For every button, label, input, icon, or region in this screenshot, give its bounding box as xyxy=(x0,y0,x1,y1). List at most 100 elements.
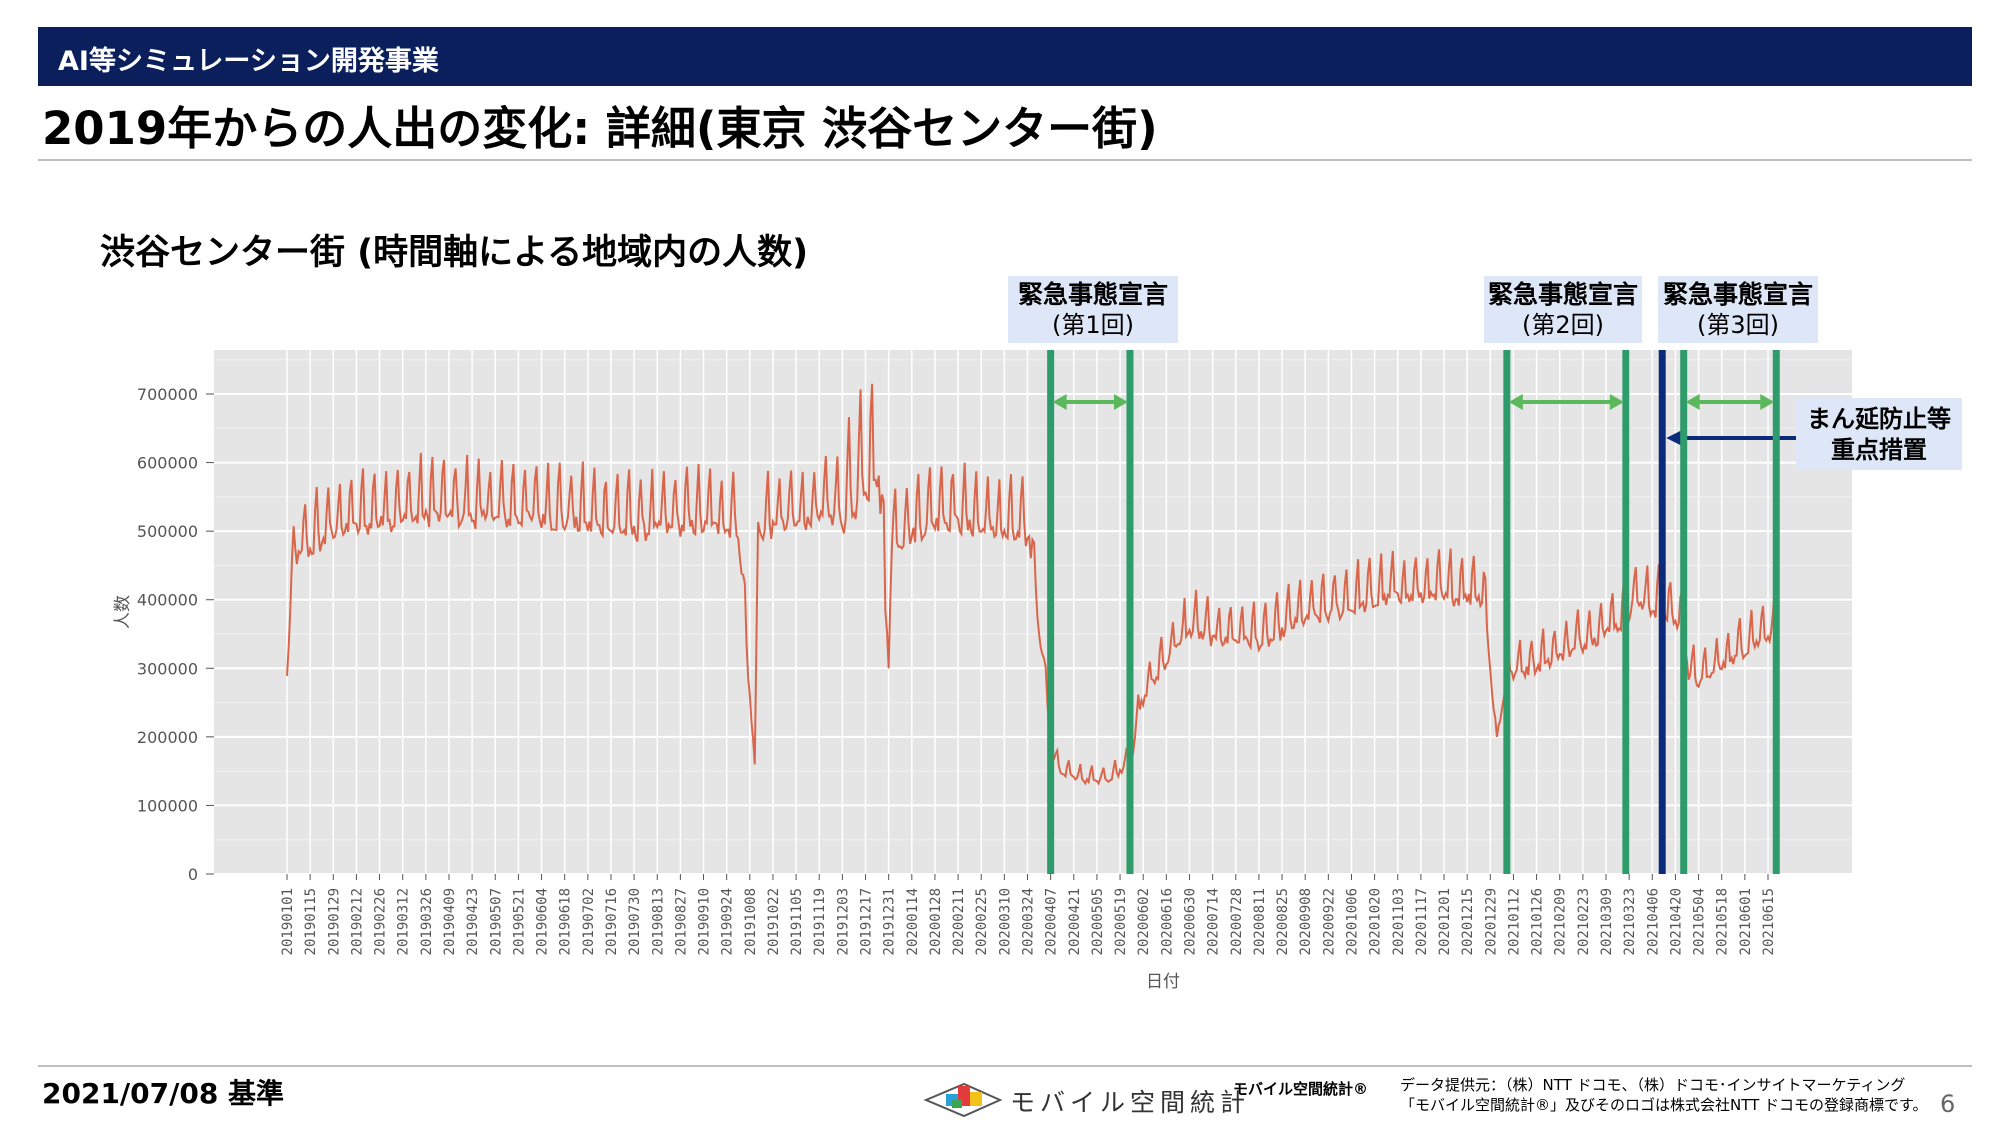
y-tick-label: 300000 xyxy=(137,659,198,678)
x-tick-label: 20190129 xyxy=(326,888,342,955)
emergency-3-arrow-head-left xyxy=(1685,394,1700,410)
x-tick-label: 20190326 xyxy=(419,888,435,955)
y-tick-label: 200000 xyxy=(137,728,198,747)
x-tick-label: 20200421 xyxy=(1067,888,1083,955)
x-tick-label: 20201229 xyxy=(1483,888,1499,955)
x-tick-label: 20200616 xyxy=(1159,888,1175,955)
decl2-label: 緊急事態宣言 (第2回) xyxy=(1484,276,1642,343)
x-tick-label: 20190827 xyxy=(673,888,689,955)
x-tick-label: 20190604 xyxy=(535,888,551,955)
series-line xyxy=(286,383,1778,786)
page-number: 6 xyxy=(1940,1090,1956,1118)
credit-line-1: データ提供元：（株）NTT ドコモ、（株）ドコモ･インサイトマーケティング xyxy=(1400,1076,1906,1094)
x-tick-label: 20200505 xyxy=(1090,888,1106,955)
section-title: AI等シミュレーション開発事業 xyxy=(58,46,439,77)
page-title: 2019年からの人出の変化: 詳細(東京 渋谷センター街) xyxy=(42,102,1158,155)
x-tick-label: 20190212 xyxy=(349,888,365,955)
manen-line2: 重点措置 xyxy=(1831,436,1927,464)
chart-title: 渋谷センター街 (時間軸による地域内の人数) xyxy=(100,233,809,273)
x-tick-label: 20190910 xyxy=(697,888,713,955)
x-tick-label: 20191008 xyxy=(743,888,759,955)
logo-text: モバイル空間統計 xyxy=(1010,1088,1251,1117)
x-tick-label: 20210601 xyxy=(1738,888,1754,955)
x-tick-label: 20210406 xyxy=(1645,888,1661,955)
x-tick-label: 20191203 xyxy=(835,888,851,955)
x-tick-label: 20190101 xyxy=(280,888,296,955)
title-divider xyxy=(38,159,1972,161)
x-tick-label: 20200114 xyxy=(905,888,921,955)
x-tick-label: 20190423 xyxy=(465,888,481,955)
x-tick-label: 20190813 xyxy=(650,888,666,955)
credit-line-2: 「モバイル空間統計®」及びそのロゴは株式会社NTT ドコモの登録商標です。 xyxy=(1400,1096,1928,1114)
x-tick-label: 20191022 xyxy=(766,888,782,955)
mobile-spatial-stats-logo xyxy=(923,1082,1003,1118)
x-axis-label: 日付 xyxy=(1146,972,1180,992)
header-bar: AI等シミュレーション開発事業 xyxy=(38,27,1972,86)
x-tick-label: 20200407 xyxy=(1044,888,1060,955)
x-tick-label: 20190312 xyxy=(396,888,412,955)
x-tick-label: 20190618 xyxy=(558,888,574,955)
x-tick-label: 20190507 xyxy=(488,888,504,955)
x-tick-label: 20200602 xyxy=(1136,888,1152,955)
x-tick-label: 20201103 xyxy=(1391,888,1407,955)
footer-divider xyxy=(38,1065,1972,1067)
manen-label: まん延防止等 重点措置 xyxy=(1796,398,1962,470)
emergency-1-arrow-head-right xyxy=(1609,394,1624,410)
x-tick-label: 20210615 xyxy=(1761,888,1777,955)
manen-line1: まん延防止等 xyxy=(1807,405,1951,433)
x-tick-label: 20210518 xyxy=(1715,888,1731,955)
emergency-3-arrow-head-right xyxy=(1760,394,1775,410)
y-tick-label: 500000 xyxy=(137,522,198,541)
x-tick-label: 20200728 xyxy=(1229,888,1245,955)
x-tick-label: 20201117 xyxy=(1414,888,1430,955)
decl2-count: (第2回) xyxy=(1522,311,1604,339)
emergency-0-arrow-head-right xyxy=(1113,394,1128,410)
x-tick-label: 20210309 xyxy=(1599,888,1615,955)
y-axis-label: 人数 xyxy=(113,595,133,629)
x-tick-label: 20190521 xyxy=(511,888,527,955)
x-tick-label: 20190702 xyxy=(581,888,597,955)
x-tick-label: 20190226 xyxy=(373,888,389,955)
emergency-1-arrow-head-left xyxy=(1508,394,1523,410)
decl1-count: (第1回) xyxy=(1052,311,1134,339)
x-tick-label: 20201201 xyxy=(1437,888,1453,955)
y-tick-label: 0 xyxy=(188,865,198,884)
x-tick-label: 20191105 xyxy=(789,888,805,955)
x-tick-label: 20190924 xyxy=(720,888,736,955)
x-tick-label: 20200211 xyxy=(951,888,967,955)
priority-measures-arrow-head xyxy=(1666,430,1683,446)
y-tick-label: 600000 xyxy=(137,454,198,473)
x-tick-label: 20201020 xyxy=(1368,888,1384,955)
decl3-count: (第3回) xyxy=(1697,311,1779,339)
x-tick-label: 20191217 xyxy=(859,888,875,955)
x-tick-label: 20200128 xyxy=(928,888,944,955)
x-tick-label: 20210323 xyxy=(1622,888,1638,955)
x-tick-label: 20210112 xyxy=(1506,888,1522,955)
y-tick-label: 100000 xyxy=(137,796,198,815)
x-tick-label: 20200324 xyxy=(1021,888,1037,955)
x-tick-label: 20210223 xyxy=(1576,888,1592,955)
y-tick-label: 400000 xyxy=(137,591,198,610)
x-tick-label: 20191119 xyxy=(812,888,828,955)
decl2-title: 緊急事態宣言 xyxy=(1487,280,1638,309)
x-tick-label: 20200908 xyxy=(1298,888,1314,955)
x-tick-label: 20190409 xyxy=(442,888,458,955)
x-tick-label: 20200310 xyxy=(997,888,1013,955)
x-tick-label: 20190716 xyxy=(604,888,620,955)
x-tick-label: 20200225 xyxy=(974,888,990,955)
x-tick-label: 20200630 xyxy=(1182,888,1198,955)
x-tick-label: 20200825 xyxy=(1275,888,1291,955)
x-tick-label: 20201006 xyxy=(1344,888,1360,955)
x-tick-label: 20210209 xyxy=(1553,888,1569,955)
x-tick-label: 20200811 xyxy=(1252,888,1268,955)
x-tick-label: 20190730 xyxy=(627,888,643,955)
decl3-title: 緊急事態宣言 xyxy=(1662,280,1813,309)
x-tick-label: 20200714 xyxy=(1206,888,1222,955)
y-tick-label: 700000 xyxy=(137,385,198,404)
x-tick-label: 20210504 xyxy=(1692,888,1708,955)
x-tick-label: 20210126 xyxy=(1530,888,1546,955)
x-tick-label: 20210420 xyxy=(1668,888,1684,955)
data-credit: データ提供元：（株）NTT ドコモ、（株）ドコモ･インサイトマーケティング 「モ… xyxy=(1400,1075,1928,1115)
x-tick-label: 20190115 xyxy=(303,888,319,955)
